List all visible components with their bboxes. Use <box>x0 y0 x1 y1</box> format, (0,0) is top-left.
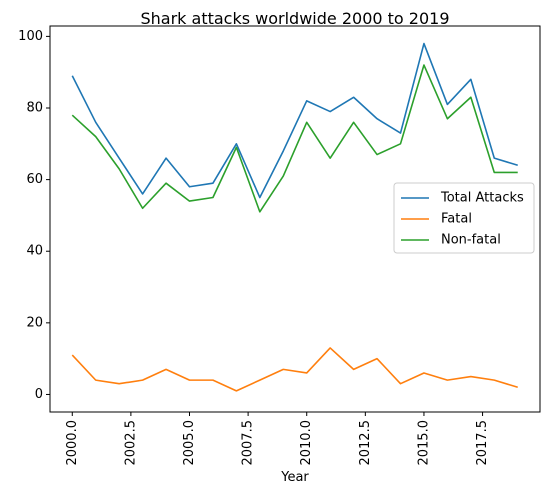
data-point-non-fatal-2007 <box>235 146 238 149</box>
data-point-total-attacks-2017 <box>469 78 472 81</box>
x-axis-ticks: 2000.0 2002.5 2005.0 2007.5 2010.0 2012.5 2015… <box>65 412 490 466</box>
data-point-total-attacks-2009 <box>282 150 285 153</box>
data-point-non-fatal-2003 <box>141 207 144 210</box>
data-point-total-attacks-2019 <box>516 164 519 167</box>
data-point-non-fatal-2008 <box>258 210 261 213</box>
data-point-non-fatal-2017 <box>469 96 472 99</box>
data-point-non-fatal-2015 <box>423 64 426 67</box>
data-point-total-attacks-2016 <box>446 103 449 106</box>
data-point-total-attacks-2007 <box>235 142 238 145</box>
x-axis-label: Year <box>280 470 309 485</box>
data-point-fatal-2004 <box>165 368 168 371</box>
y-axis-ticks: 0 20 40 60 80 100 <box>18 29 50 402</box>
series-line-total-attacks <box>71 42 518 199</box>
x-tick-label: 2017.5 <box>475 420 490 466</box>
data-point-non-fatal-2014 <box>399 142 402 145</box>
data-point-fatal-2010 <box>305 372 308 375</box>
chart-title: Shark attacks worldwide 2000 to 2019 <box>140 9 449 28</box>
data-point-total-attacks-2004 <box>165 157 168 160</box>
data-point-non-fatal-2000 <box>71 114 74 117</box>
data-point-non-fatal-2018 <box>493 171 496 174</box>
data-point-non-fatal-2006 <box>212 196 215 199</box>
data-point-total-attacks-2000 <box>71 74 74 77</box>
data-point-total-attacks-2002 <box>118 157 121 160</box>
x-tick-label: 2015.0 <box>416 420 431 466</box>
data-point-non-fatal-2005 <box>188 200 191 203</box>
data-point-fatal-2014 <box>399 382 402 385</box>
data-point-fatal-2012 <box>352 368 355 371</box>
data-point-total-attacks-2006 <box>212 182 215 185</box>
legend-label-fatal: Fatal <box>441 212 472 227</box>
y-tick-label: 60 <box>26 172 43 187</box>
x-tick-label: 2007.5 <box>241 420 256 466</box>
data-point-non-fatal-2011 <box>329 157 332 160</box>
data-point-non-fatal-2019 <box>516 171 519 174</box>
data-point-non-fatal-2013 <box>376 153 379 156</box>
data-point-fatal-2016 <box>446 379 449 382</box>
data-point-non-fatal-2010 <box>305 121 308 124</box>
y-tick-label: 100 <box>18 29 43 44</box>
data-point-fatal-2018 <box>493 379 496 382</box>
data-point-fatal-2015 <box>423 372 426 375</box>
series-layer <box>71 42 519 392</box>
data-point-fatal-2002 <box>118 382 121 385</box>
data-point-fatal-2019 <box>516 386 519 389</box>
legend-label-non-fatal: Non-fatal <box>441 233 501 248</box>
data-point-non-fatal-2002 <box>118 167 121 170</box>
x-tick-label: 2012.5 <box>358 420 373 466</box>
data-point-non-fatal-2016 <box>446 117 449 120</box>
legend: Total Attacks Fatal Non-fatal <box>393 182 535 254</box>
data-point-fatal-2017 <box>469 375 472 378</box>
data-point-fatal-2005 <box>188 379 191 382</box>
data-point-fatal-2008 <box>258 379 261 382</box>
data-point-total-attacks-2018 <box>493 157 496 160</box>
data-point-total-attacks-2014 <box>399 132 402 135</box>
legend-box <box>393 182 535 254</box>
y-tick-label: 40 <box>26 244 43 259</box>
data-point-non-fatal-2004 <box>165 182 168 185</box>
data-point-total-attacks-2001 <box>94 121 97 124</box>
x-tick-label: 2005.0 <box>182 420 197 466</box>
data-point-total-attacks-2003 <box>141 193 144 196</box>
data-point-total-attacks-2008 <box>258 196 261 199</box>
data-point-non-fatal-2009 <box>282 175 285 178</box>
data-point-total-attacks-2010 <box>305 99 308 102</box>
data-point-fatal-2000 <box>71 354 74 357</box>
x-tick-label: 2000.0 <box>65 420 80 466</box>
data-point-fatal-2003 <box>141 379 144 382</box>
legend-label-total-attacks: Total Attacks <box>440 191 524 206</box>
data-point-fatal-2009 <box>282 368 285 371</box>
data-point-total-attacks-2011 <box>329 110 332 113</box>
data-point-fatal-2011 <box>329 347 332 350</box>
series-line-fatal <box>71 347 518 392</box>
data-point-fatal-2007 <box>235 389 238 392</box>
data-point-total-attacks-2012 <box>352 96 355 99</box>
y-tick-label: 20 <box>26 315 43 330</box>
data-point-total-attacks-2005 <box>188 185 191 188</box>
data-point-total-attacks-2013 <box>376 117 379 120</box>
data-point-fatal-2001 <box>94 379 97 382</box>
series-line-non-fatal <box>71 64 518 213</box>
x-tick-label: 2002.5 <box>123 420 138 466</box>
data-point-fatal-2013 <box>376 357 379 360</box>
x-tick-label: 2010.0 <box>299 420 314 466</box>
data-point-fatal-2006 <box>212 379 215 382</box>
data-point-total-attacks-2015 <box>423 42 426 45</box>
y-tick-label: 80 <box>26 100 43 115</box>
data-point-non-fatal-2001 <box>94 135 97 138</box>
y-tick-label: 0 <box>35 387 43 402</box>
plot-area <box>49 25 541 413</box>
data-point-non-fatal-2012 <box>352 121 355 124</box>
